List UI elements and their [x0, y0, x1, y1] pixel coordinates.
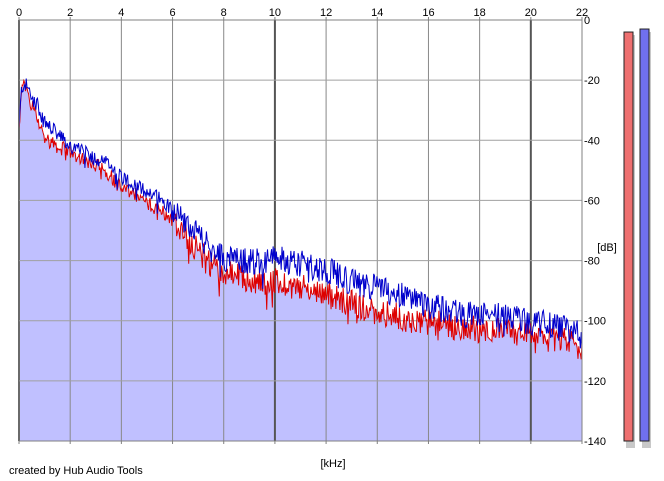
x-tick-label: 12: [320, 7, 332, 19]
blue-series-line: [18, 78, 583, 350]
y-tick-label: -60: [584, 195, 600, 207]
right-level-meter: [639, 28, 650, 442]
x-tick-label: 10: [269, 7, 281, 19]
y-tick-label: -20: [584, 75, 600, 87]
y-tick-label: -140: [584, 436, 606, 448]
x-tick-label: 4: [118, 7, 124, 19]
y-tick-label: -120: [584, 376, 606, 388]
x-tick-label: 6: [169, 7, 175, 19]
y-axis-label: [dB]: [597, 242, 617, 254]
x-axis-label: [kHz]: [320, 458, 345, 470]
red-series-line: [18, 78, 583, 360]
x-tick-label: 18: [474, 7, 486, 19]
x-tick-label: 0: [16, 7, 22, 19]
x-tick-label: 22: [576, 7, 588, 19]
y-tick-label: -100: [584, 316, 606, 328]
x-tick-label: 14: [371, 7, 383, 19]
x-tick-label: 20: [525, 7, 537, 19]
y-tick-label: 0: [584, 15, 590, 27]
plot-border: [18, 19, 583, 442]
credit-text: created by Hub Audio Tools: [9, 465, 143, 477]
y-tick-label: -40: [584, 135, 600, 147]
spectrum-fill: [19, 84, 582, 441]
left-level-meter: [623, 31, 634, 442]
x-tick-label: 2: [67, 7, 73, 19]
x-tick-label: 16: [422, 7, 434, 19]
x-tick-label: 8: [221, 7, 227, 19]
y-tick-label: -80: [584, 256, 600, 268]
